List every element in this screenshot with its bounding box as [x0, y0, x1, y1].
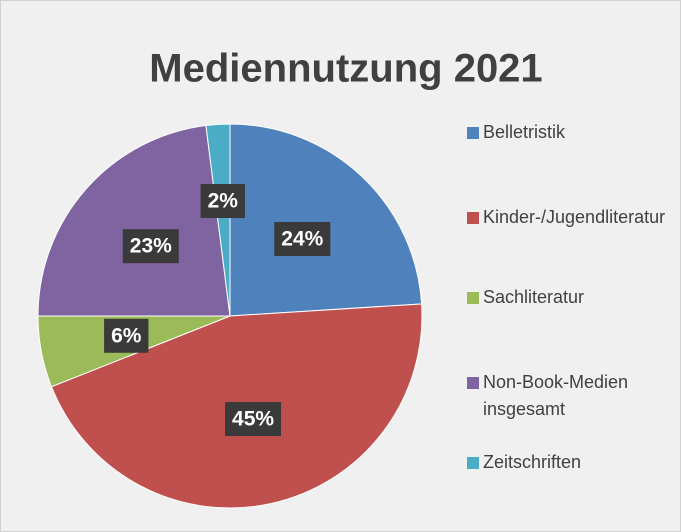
legend-label: Sachliteratur [483, 287, 585, 307]
legend-swatch [467, 377, 479, 389]
legend-item: Sachliteratur [467, 284, 657, 311]
legend-label: Non-Book-Medien insgesamt [483, 372, 629, 419]
legend-label: Belletristik [483, 122, 566, 142]
pie-slice [229, 123, 423, 317]
legend-swatch [467, 212, 479, 224]
legend-swatch [467, 292, 479, 304]
value-label-box [200, 184, 245, 219]
legend-item: Belletristik [467, 119, 657, 146]
legend-swatch [467, 457, 479, 469]
value-label-box [274, 222, 331, 257]
legend-swatch [467, 127, 479, 139]
legend-item: Non-Book-Medien insgesamt [467, 369, 657, 423]
value-label: 24% [281, 228, 323, 251]
value-label: 6% [111, 324, 142, 347]
legend-label: Zeitschriften [483, 452, 582, 472]
value-label-box [225, 402, 282, 437]
legend-label: Kinder-/Jugendliteratur [483, 207, 666, 227]
value-label: 2% [208, 190, 239, 213]
value-label-box [104, 318, 149, 353]
chart-title: Mediennutzung 2021 [149, 47, 542, 91]
pie-slice [205, 123, 231, 317]
pie-slice [37, 124, 231, 317]
value-label: 45% [232, 408, 274, 431]
legend-item: Zeitschriften [467, 449, 657, 476]
value-label-box [122, 229, 179, 264]
value-label: 23% [130, 235, 172, 258]
legend-item: Kinder-/Jugendliteratur [467, 204, 665, 231]
